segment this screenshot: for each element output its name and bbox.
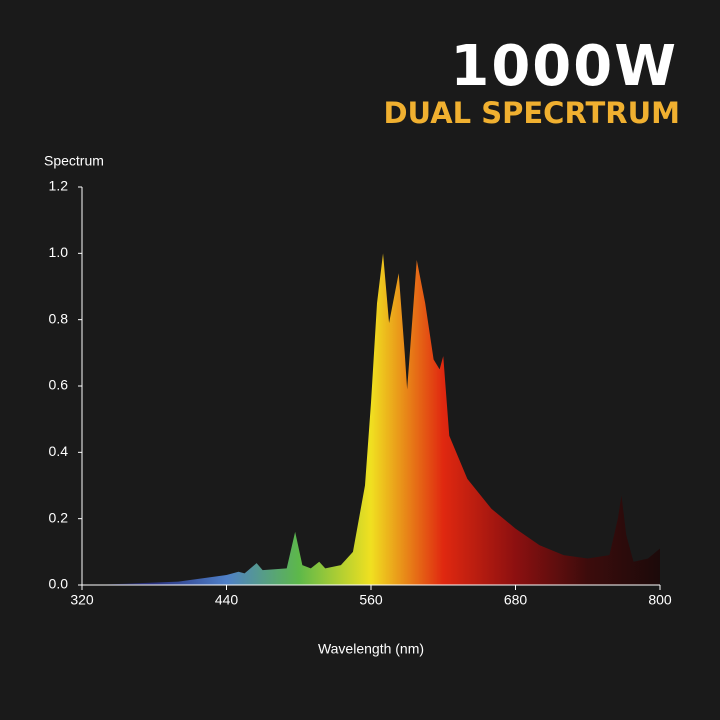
y-tick-label: 0.2 <box>49 509 69 525</box>
x-tick-label: 320 <box>70 592 94 608</box>
y-tick-label: 0.4 <box>49 443 69 459</box>
y-tick-label: 0.6 <box>49 377 69 393</box>
x-axis-label: Wavelength (nm) <box>318 641 424 657</box>
chart-subtitle: DUAL SPECRTRUM <box>383 96 680 130</box>
y-axis-label: Spectrum <box>44 153 104 169</box>
x-tick-label: 800 <box>648 592 672 608</box>
y-tick-label: 1.2 <box>49 178 69 194</box>
x-tick-label: 560 <box>359 592 383 608</box>
y-tick-label: 0.8 <box>49 310 69 326</box>
y-tick-label: 0.0 <box>49 576 69 592</box>
y-tick-label: 1.0 <box>49 244 69 260</box>
x-tick-label: 680 <box>504 592 528 608</box>
chart-title: 1000W <box>450 34 678 99</box>
spectrum-area <box>94 253 660 586</box>
x-tick-label: 440 <box>215 592 239 608</box>
